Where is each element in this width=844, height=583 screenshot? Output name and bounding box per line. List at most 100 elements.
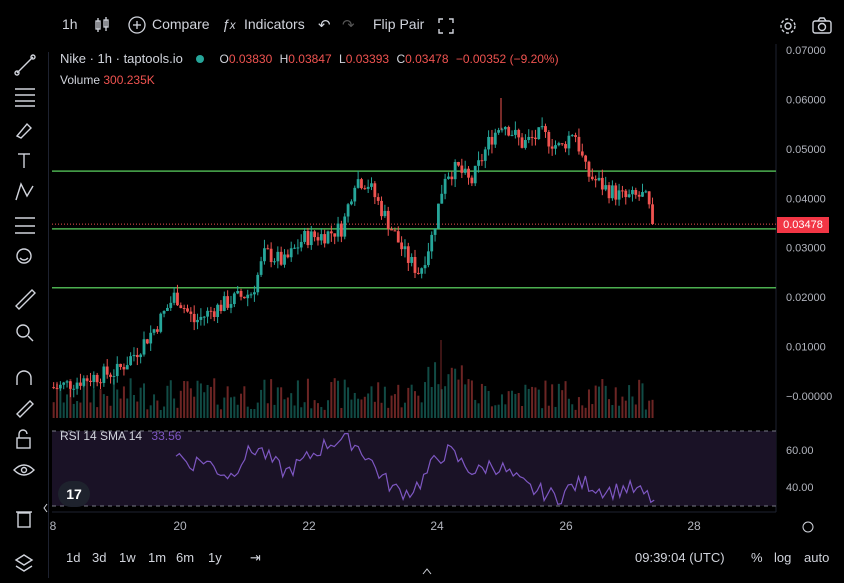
range-1y[interactable]: 1y: [208, 550, 222, 565]
candle-body: [480, 160, 484, 162]
compare-button[interactable]: Compare: [152, 16, 210, 32]
volume-bar: [199, 383, 202, 418]
candle-body: [463, 168, 467, 173]
log-toggle[interactable]: log: [774, 550, 792, 565]
volume-bar: [139, 387, 142, 418]
lock-icon[interactable]: [16, 429, 31, 449]
redo-icon[interactable]: ↷: [342, 17, 355, 34]
candle-body: [269, 248, 273, 263]
candle-body: [75, 382, 79, 389]
pattern-icon[interactable]: [15, 182, 34, 201]
candle-body: [510, 134, 514, 136]
range-3d[interactable]: 3d: [92, 550, 107, 565]
compare-icon[interactable]: [128, 16, 146, 34]
indicators-button[interactable]: Indicators: [244, 16, 305, 32]
auto-toggle[interactable]: auto: [804, 550, 830, 565]
candle-body: [590, 176, 594, 180]
candle-body: [65, 381, 69, 383]
interval-selector[interactable]: 1h: [62, 16, 78, 32]
volume-bar: [260, 389, 263, 418]
volume-bar: [581, 405, 584, 418]
axis-settings-icon[interactable]: [802, 521, 814, 533]
eye-icon[interactable]: [13, 464, 35, 476]
volume-bar: [370, 386, 373, 418]
volume-bar: [480, 383, 483, 418]
fullscreen-icon[interactable]: [438, 18, 454, 34]
candle-body: [570, 135, 574, 137]
emoji-icon[interactable]: [16, 248, 32, 264]
text-icon[interactable]: [18, 153, 30, 168]
volume-bar: [52, 402, 55, 418]
flip-pair-button[interactable]: Flip Pair: [373, 16, 425, 32]
candle-body: [246, 294, 250, 299]
percent-toggle[interactable]: %: [751, 550, 763, 565]
volume-bar: [551, 384, 554, 418]
magnet-icon[interactable]: [16, 370, 32, 385]
candle-body: [216, 304, 220, 317]
candle-body: [296, 247, 300, 249]
candle-body: [79, 382, 82, 386]
collapse-icon[interactable]: [43, 503, 48, 513]
volume-bar: [296, 380, 299, 418]
candle-body: [115, 363, 119, 377]
candle-body: [457, 161, 460, 166]
candle-body: [186, 308, 189, 312]
volume-bar: [611, 405, 614, 418]
volume-bar: [460, 365, 463, 418]
candle-body: [420, 268, 424, 274]
candle-body: [139, 354, 143, 358]
volume-bar: [173, 398, 176, 418]
fib-icon[interactable]: [15, 88, 35, 107]
utc-clock[interactable]: 09:39:04 (UTC): [635, 550, 725, 565]
camera-icon[interactable]: [812, 17, 832, 35]
candle-body: [356, 179, 360, 188]
volume-bar: [497, 404, 500, 418]
goto-date-icon[interactable]: ⇥: [250, 550, 261, 565]
candle-body: [637, 194, 641, 197]
trend-line-icon[interactable]: [14, 54, 36, 76]
volume-bar: [604, 385, 607, 418]
volume-bar: [397, 384, 400, 418]
scroll-up-icon[interactable]: [422, 568, 432, 575]
candle-body: [273, 261, 276, 263]
prediction-icon[interactable]: [15, 217, 35, 234]
candle-type-icon[interactable]: [94, 17, 110, 33]
range-1w[interactable]: 1w: [119, 550, 136, 565]
low-label: L: [339, 52, 346, 66]
change-value: −0.00352 (−9.20%): [455, 52, 559, 66]
candle-body: [477, 160, 480, 166]
trash-icon[interactable]: [16, 511, 32, 528]
volume-bar: [310, 408, 313, 418]
lock-drawing-icon[interactable]: [16, 400, 34, 418]
candle-body: [370, 183, 373, 187]
volume-bar: [166, 385, 169, 418]
volume-bar: [437, 384, 440, 418]
object-tree-icon[interactable]: [14, 554, 34, 572]
range-6m[interactable]: 6m: [176, 550, 195, 565]
candle-body: [587, 161, 591, 177]
undo-icon[interactable]: ↶: [318, 17, 331, 34]
range-1d[interactable]: 1d: [66, 550, 81, 565]
volume-bar: [417, 395, 420, 418]
candle-body: [199, 316, 203, 320]
volume-bar: [353, 392, 356, 418]
volume-bar: [420, 402, 423, 418]
brush-icon[interactable]: [15, 122, 32, 139]
volume-bar: [531, 386, 534, 418]
candle-body: [162, 311, 166, 314]
ruler-icon[interactable]: [15, 289, 36, 310]
candle-body: [386, 210, 390, 230]
candle-body: [58, 384, 62, 389]
candle-body: [600, 177, 604, 190]
volume-bar: [213, 378, 216, 418]
candle-body: [219, 304, 223, 311]
settings-gear-icon[interactable]: [779, 17, 797, 35]
zoom-icon[interactable]: [16, 324, 34, 342]
candle-body: [520, 137, 524, 148]
range-1m[interactable]: 1m: [148, 550, 167, 565]
volume-bar: [373, 401, 376, 418]
volume-bar: [638, 379, 641, 418]
candle-body: [242, 296, 246, 299]
volume-bar: [390, 395, 393, 418]
